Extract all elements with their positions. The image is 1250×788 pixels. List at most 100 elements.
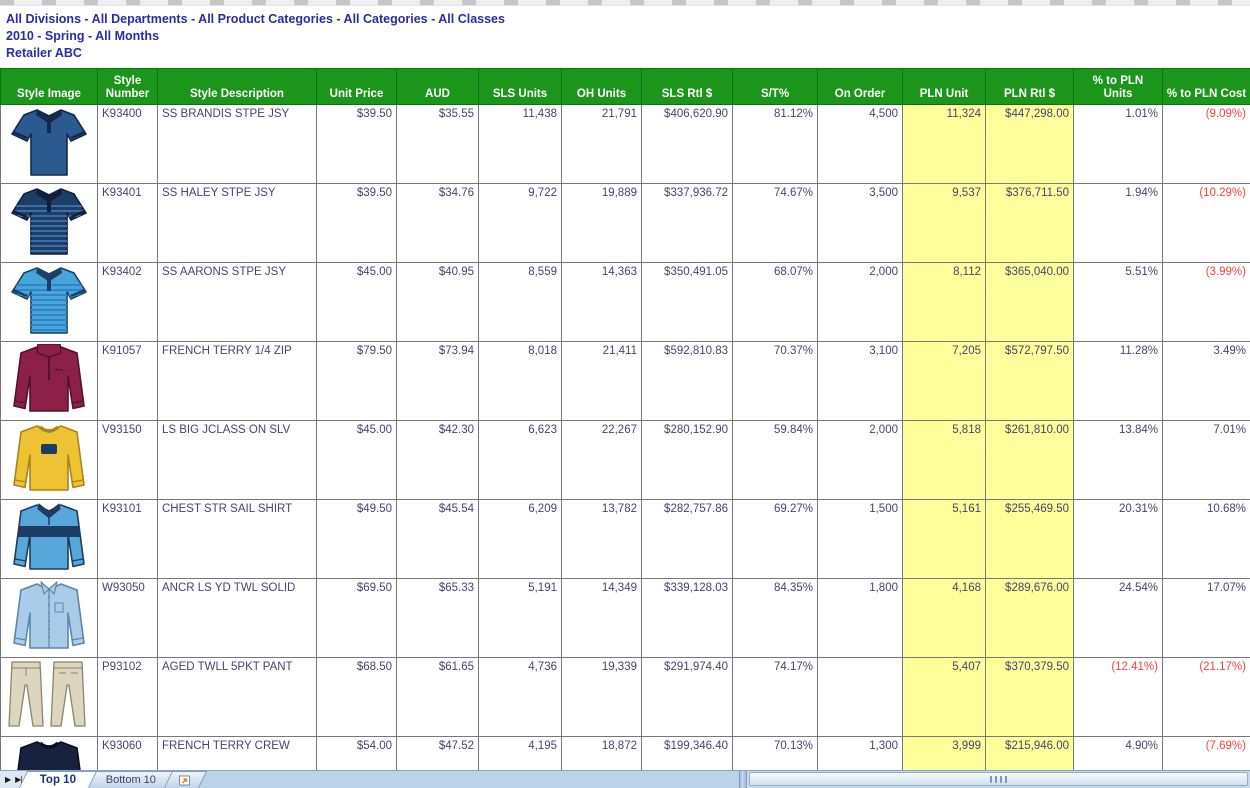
gold-crewneck-sweatshirt-icon[interactable] [0,420,98,500]
col-header-pln-unit[interactable]: PLN Unit [902,68,986,105]
light-blue-rugby-shirt-navy-chest-stripe-icon[interactable] [0,499,98,579]
cell-description[interactable]: SS AARONS STPE JSY [157,262,317,342]
cell-pln-rtl-dollars[interactable]: $572,797.50 [985,341,1074,421]
cell-aud[interactable]: $61.65 [396,657,479,737]
khaki-pants-pair-icon[interactable] [0,657,98,737]
cell-description[interactable]: SS HALEY STPE JSY [157,183,317,263]
cell-sls-rtl-dollars[interactable]: $406,620.90 [641,104,733,184]
cell-oh-units[interactable]: 21,411 [561,341,642,421]
cell-st-pct[interactable]: 74.17% [732,657,818,737]
cell-description[interactable]: FRENCH TERRY 1/4 ZIP [157,341,317,421]
cell-st-pct[interactable]: 84.35% [732,578,818,658]
cell-on-order[interactable]: 1,500 [817,499,903,579]
cell-pln-rtl-dollars[interactable]: $255,469.50 [985,499,1074,579]
light-blue-striped-polo-shirt-icon[interactable] [0,262,98,342]
col-header-sls-rtl[interactable]: SLS Rtl $ [641,68,733,105]
cell-pct-to-pln-cost[interactable]: 7.01% [1162,420,1250,500]
cell-oh-units[interactable]: 21,791 [561,104,642,184]
cell-pln-unit[interactable]: 11,324 [902,104,986,184]
cell-style-number[interactable]: P93102 [97,657,158,737]
cell-pln-unit[interactable]: 5,407 [902,657,986,737]
cell-pln-unit[interactable]: 5,818 [902,420,986,500]
cell-sls-units[interactable]: 6,623 [478,420,562,500]
col-header-style-image[interactable]: Style Image [0,68,98,105]
scrollbar-thumb[interactable] [749,772,1248,786]
cell-pct-to-pln-units[interactable]: 13.84% [1073,420,1163,500]
cell-oh-units[interactable]: 22,267 [561,420,642,500]
cell-style-number[interactable]: K93401 [97,183,158,263]
tab-split-handle[interactable] [739,771,746,788]
cell-unit-price[interactable]: $79.50 [316,341,397,421]
cell-sls-units[interactable]: 5,191 [478,578,562,658]
insert-worksheet-tab[interactable] [163,771,207,788]
cell-unit-price[interactable]: $68.50 [316,657,397,737]
cell-style-number[interactable]: V93150 [97,420,158,500]
cell-sls-rtl-dollars[interactable]: $339,128.03 [641,578,733,658]
col-header-to-pln-units[interactable]: % to PLN Units [1073,68,1163,105]
col-header-style-number[interactable]: Style Number [97,68,158,105]
cell-on-order[interactable]: 2,000 [817,262,903,342]
col-header-pln-rtl[interactable]: PLN Rtl $ [985,68,1074,105]
col-header-unit-price[interactable]: Unit Price [316,68,397,105]
cell-pln-rtl-dollars[interactable]: $447,298.00 [985,104,1074,184]
cell-pln-unit[interactable]: 5,161 [902,499,986,579]
col-header-on-order[interactable]: On Order [817,68,903,105]
cell-pct-to-pln-cost[interactable]: 17.07% [1162,578,1250,658]
cell-sls-units[interactable]: 4,736 [478,657,562,737]
cell-aud[interactable]: $65.33 [396,578,479,658]
cell-aud[interactable]: $35.55 [396,104,479,184]
cell-pct-to-pln-cost[interactable]: (21.17%) [1162,657,1250,737]
tab-top-10[interactable]: Top 10 [19,771,98,788]
cell-style-number[interactable]: K93101 [97,499,158,579]
cell-aud[interactable]: $45.54 [396,499,479,579]
cell-sls-units[interactable]: 8,018 [478,341,562,421]
cell-sls-rtl-dollars[interactable]: $592,810.83 [641,341,733,421]
cell-style-number[interactable]: K93402 [97,262,158,342]
cell-pct-to-pln-cost[interactable]: (9.09%) [1162,104,1250,184]
cell-pln-rtl-dollars[interactable]: $261,810.00 [985,420,1074,500]
cell-pln-unit[interactable]: 4,168 [902,578,986,658]
cell-sls-rtl-dollars[interactable]: $350,491.05 [641,262,733,342]
col-header-to-pln-cost[interactable]: % to PLN Cost [1162,68,1250,105]
cell-pct-to-pln-cost[interactable]: (3.99%) [1162,262,1250,342]
cell-pct-to-pln-units[interactable]: (12.41%) [1073,657,1163,737]
cell-pct-to-pln-units[interactable]: 1.94% [1073,183,1163,263]
cell-pct-to-pln-units[interactable]: 24.54% [1073,578,1163,658]
cell-unit-price[interactable]: $45.00 [316,262,397,342]
cell-pln-unit[interactable]: 9,537 [902,183,986,263]
cell-style-number[interactable]: K93400 [97,104,158,184]
cell-description[interactable]: LS BIG JCLASS ON SLV [157,420,317,500]
cell-sls-rtl-dollars[interactable]: $282,757.86 [641,499,733,579]
cell-pct-to-pln-units[interactable]: 5.51% [1073,262,1163,342]
cell-pln-rtl-dollars[interactable]: $365,040.00 [985,262,1074,342]
cell-on-order[interactable]: 3,100 [817,341,903,421]
cell-pct-to-pln-cost[interactable]: (10.29%) [1162,183,1250,263]
cell-pct-to-pln-units[interactable]: 20.31% [1073,499,1163,579]
cell-st-pct[interactable]: 81.12% [732,104,818,184]
cell-pct-to-pln-cost[interactable]: 3.49% [1162,341,1250,421]
cell-st-pct[interactable]: 68.07% [732,262,818,342]
cell-sls-rtl-dollars[interactable]: $291,974.40 [641,657,733,737]
cell-unit-price[interactable]: $69.50 [316,578,397,658]
cell-st-pct[interactable]: 69.27% [732,499,818,579]
cell-on-order[interactable]: 1,800 [817,578,903,658]
cell-pln-rtl-dollars[interactable]: $376,711.50 [985,183,1074,263]
cell-aud[interactable]: $34.76 [396,183,479,263]
cell-style-number[interactable]: K91057 [97,341,158,421]
cell-oh-units[interactable]: 19,339 [561,657,642,737]
cell-sls-rtl-dollars[interactable]: $280,152.90 [641,420,733,500]
cell-description[interactable]: SS BRANDIS STPE JSY [157,104,317,184]
cell-on-order[interactable] [817,657,903,737]
tab-bottom-10[interactable]: Bottom 10 [84,771,177,788]
cell-pct-to-pln-units[interactable]: 1.01% [1073,104,1163,184]
maroon-quarter-zip-pullover-icon[interactable] [0,341,98,421]
col-header-style-description[interactable]: Style Description [157,68,317,105]
cell-description[interactable]: AGED TWLL 5PKT PANT [157,657,317,737]
cell-pct-to-pln-units[interactable]: 11.28% [1073,341,1163,421]
col-header-sls-units[interactable]: SLS Units [478,68,562,105]
cell-style-number[interactable]: W93050 [97,578,158,658]
col-header-aud[interactable]: AUD [396,68,479,105]
cell-pln-rtl-dollars[interactable]: $289,676.00 [985,578,1074,658]
cell-on-order[interactable]: 3,500 [817,183,903,263]
horizontal-scrollbar[interactable] [746,771,1250,788]
